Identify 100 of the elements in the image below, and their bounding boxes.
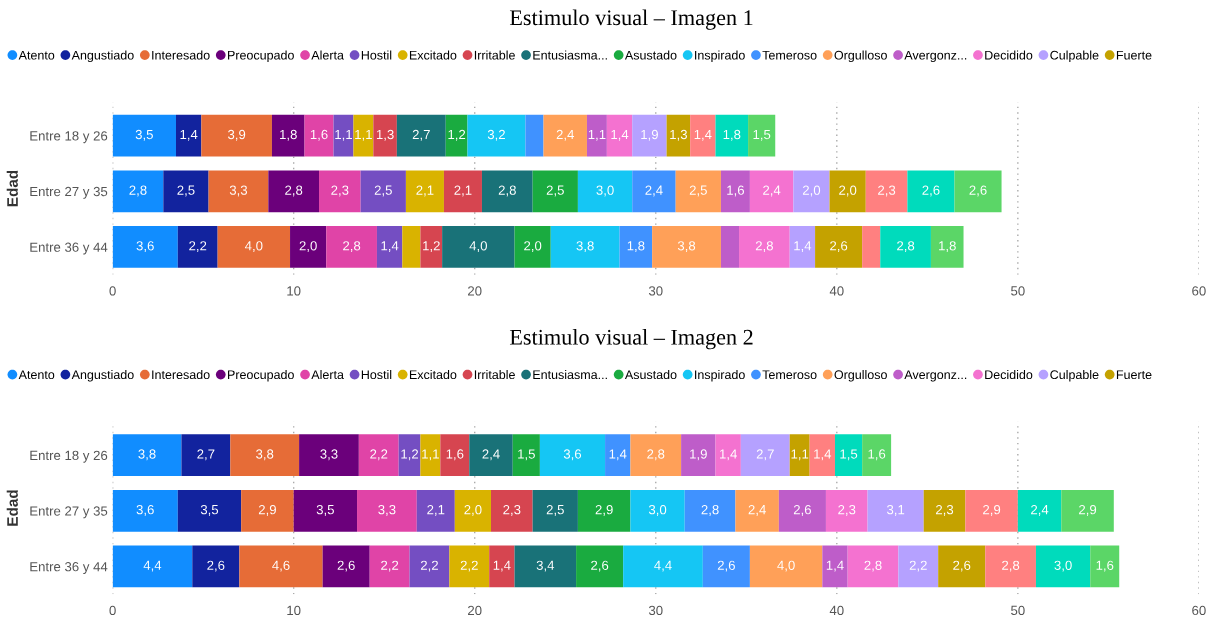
bar: [201, 114, 272, 157]
bar: [632, 170, 676, 213]
data-label: 2,4: [482, 449, 500, 461]
data-label: 3,2: [487, 129, 505, 141]
bar: [177, 489, 242, 532]
data-label: 1,9: [690, 449, 707, 461]
data-label: 1,5: [518, 449, 535, 461]
bar: [938, 545, 986, 588]
data-label: 4,0: [469, 241, 487, 253]
data-label: 1,4: [794, 241, 812, 253]
bar: [815, 226, 863, 268]
legend-label: Alerta: [311, 369, 344, 380]
x-tick-label: 60: [1192, 605, 1206, 616]
data-label: 3,4: [536, 560, 555, 572]
data-label: 3,8: [677, 241, 696, 253]
legend-label: Culpable: [1050, 50, 1099, 63]
data-label: 2,0: [299, 241, 317, 253]
data-label: 2,5: [546, 185, 564, 197]
y-axis-title: Edad: [6, 170, 18, 207]
bar: [326, 226, 377, 268]
data-label: 3,3: [320, 449, 338, 461]
legend-label: Atento: [18, 50, 55, 60]
chart-title: Estimulo visual – Imagen 2: [509, 329, 753, 350]
data-label: 3,8: [138, 449, 156, 461]
bar: [749, 545, 823, 588]
bar: [319, 170, 361, 213]
bar: [271, 114, 305, 157]
bar: [112, 170, 164, 213]
bar: [304, 114, 334, 157]
data-label: 3,3: [378, 504, 396, 516]
x-tick-label: 30: [648, 286, 663, 296]
data-label: 2,8: [343, 241, 361, 253]
bar: [1035, 545, 1091, 588]
data-label: 2,4: [748, 504, 766, 516]
data-label: 2,9: [983, 504, 1001, 516]
bar: [217, 226, 291, 268]
bar: [749, 170, 794, 213]
data-label: 2,2: [460, 560, 478, 572]
data-label: 3,6: [136, 241, 154, 253]
bar: [675, 170, 721, 213]
bar: [420, 434, 441, 476]
bar: [416, 489, 455, 532]
bar: [965, 489, 1018, 532]
data-label: 2,7: [412, 129, 430, 141]
data-label: 1,4: [609, 449, 627, 461]
data-label: 2,6: [793, 504, 811, 516]
data-label: 1,4: [694, 129, 712, 141]
data-label: 1,5: [840, 449, 858, 461]
bar: [862, 226, 881, 268]
data-label: 1,4: [826, 560, 844, 572]
data-label: 2,2: [909, 560, 927, 572]
data-label: 1,4: [720, 449, 737, 461]
x-tick-label: 50: [1011, 286, 1025, 296]
bar: [822, 545, 848, 588]
bar: [666, 114, 691, 157]
legend-label: Entusiasma...: [533, 50, 607, 60]
bar: [1017, 489, 1062, 532]
data-label: 2,5: [374, 185, 392, 197]
data-label: 2,2: [381, 560, 399, 572]
bar: [715, 114, 749, 157]
legend-label: Excitado: [409, 369, 457, 380]
data-label: 4,4: [654, 560, 672, 572]
data-label: 2,5: [177, 185, 195, 197]
data-label: 1,8: [280, 129, 297, 141]
bar: [373, 114, 397, 157]
data-label: 2,0: [802, 185, 821, 197]
data-label: 2,6: [207, 560, 225, 572]
bar: [290, 226, 327, 268]
x-tick-label: 0: [109, 605, 116, 616]
x-tick-label: 10: [287, 286, 301, 296]
legend-label: Alerta: [311, 50, 344, 60]
bar: [192, 545, 240, 588]
x-tick-label: 40: [829, 605, 844, 616]
data-label: 1,4: [814, 449, 832, 461]
legend-label: Fuerte: [1116, 50, 1152, 60]
bar: [543, 114, 587, 157]
bar: [299, 434, 359, 476]
data-label: 2,9: [258, 504, 276, 516]
data-label: 1,6: [446, 449, 464, 461]
data-label: 2,3: [838, 504, 856, 516]
data-label: 1,2: [423, 241, 440, 253]
bar: [454, 489, 492, 532]
bar: [514, 545, 577, 588]
legend-label: Decidido: [985, 50, 1033, 60]
bar: [514, 226, 551, 268]
legend-label: Orgulloso: [834, 50, 887, 63]
bar: [865, 170, 908, 213]
data-label: 3,6: [563, 449, 582, 461]
y-tick-label: Entre 36 y 44: [30, 242, 108, 255]
legend-label: Orgulloso: [834, 369, 887, 382]
data-label: 2,6: [922, 185, 940, 197]
bar: [449, 545, 490, 588]
x-tick-label: 0: [109, 286, 116, 296]
data-label: 2,6: [337, 560, 355, 572]
bar: [396, 114, 446, 157]
data-label: 1,6: [727, 185, 745, 197]
data-label: 2,9: [1079, 504, 1097, 516]
bar: [491, 489, 533, 532]
bar: [577, 170, 633, 213]
data-label: 4,4: [143, 560, 162, 572]
